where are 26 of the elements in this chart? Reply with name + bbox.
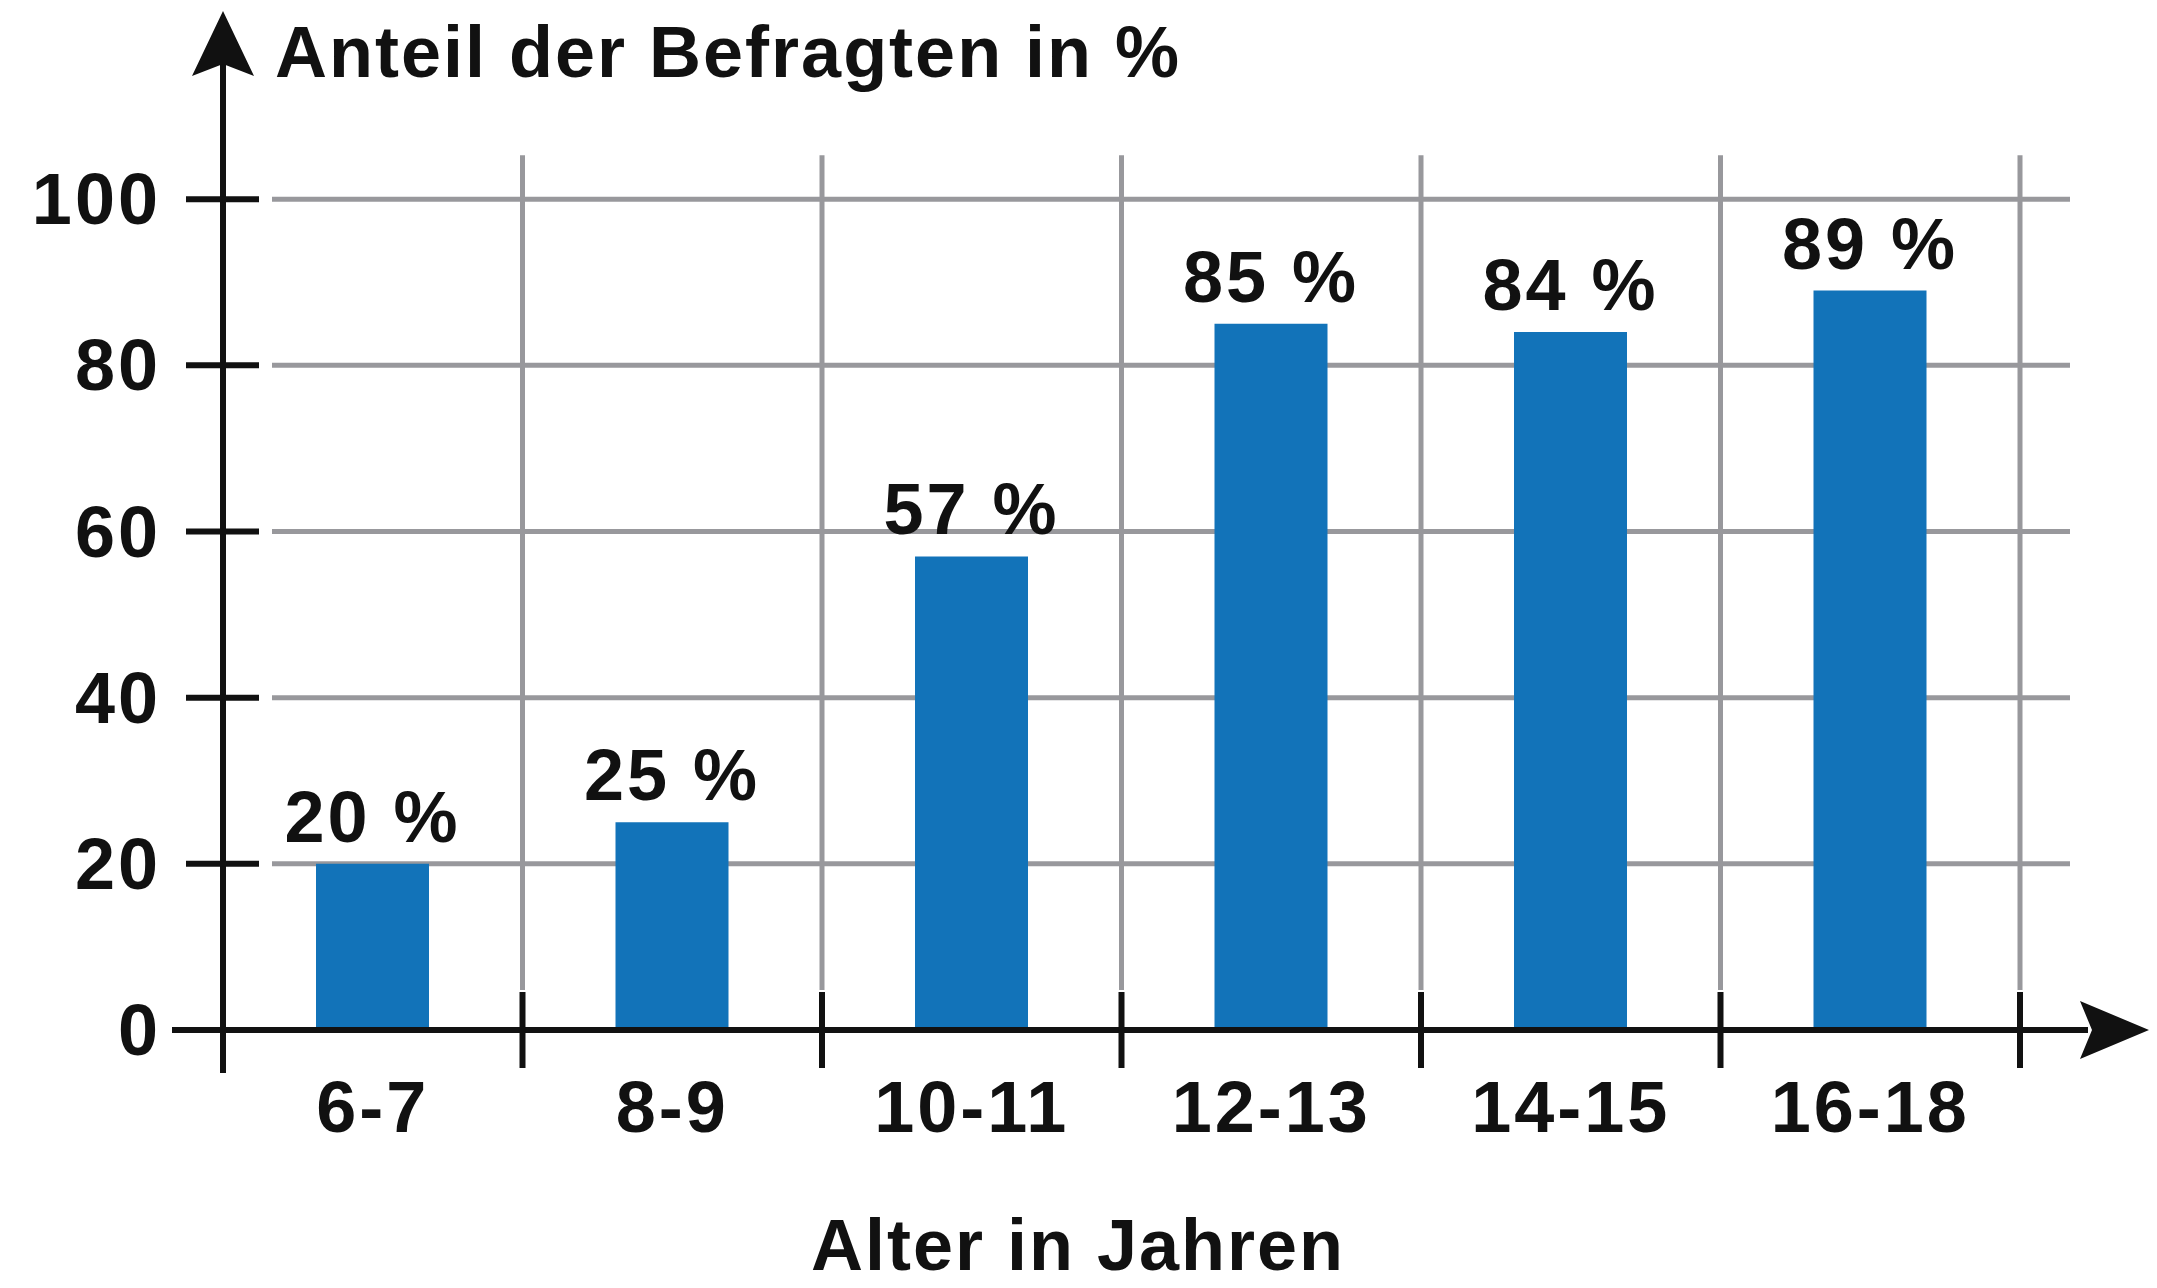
bar — [1214, 323, 1328, 1030]
data-label: 20 % — [284, 776, 461, 857]
bar — [1813, 290, 1927, 1030]
bar — [316, 863, 429, 1030]
y-tick-label: 100 — [31, 159, 161, 240]
bar — [1514, 332, 1627, 1030]
data-label: 25 % — [583, 735, 761, 816]
data-label: 57 % — [883, 469, 1060, 550]
y-tick-label: 0 — [117, 990, 161, 1070]
y-tick-label: 40 — [74, 657, 161, 738]
x-tick-label: 14-15 — [1471, 1067, 1671, 1147]
x-tick-label: 6-7 — [316, 1067, 430, 1147]
y-tick-label: 60 — [74, 491, 161, 572]
x-tick-label: 8-9 — [615, 1067, 729, 1147]
y-tick-label: 80 — [74, 325, 161, 406]
bar — [915, 556, 1028, 1030]
data-label: 89 % — [1781, 203, 1959, 284]
data-label: 84 % — [1482, 245, 1659, 326]
data-label: 85 % — [1182, 236, 1360, 317]
x-tick-label: 16-18 — [1770, 1067, 1970, 1147]
x-axis-title: Alter in Jahren — [810, 1205, 1346, 1285]
x-tick-label: 10-11 — [874, 1067, 1070, 1147]
bar — [615, 822, 729, 1030]
y-tick-label: 20 — [74, 823, 161, 904]
y-axis-title: Anteil der Befragten in % — [275, 12, 1182, 92]
x-tick-label: 12-13 — [1171, 1067, 1371, 1147]
